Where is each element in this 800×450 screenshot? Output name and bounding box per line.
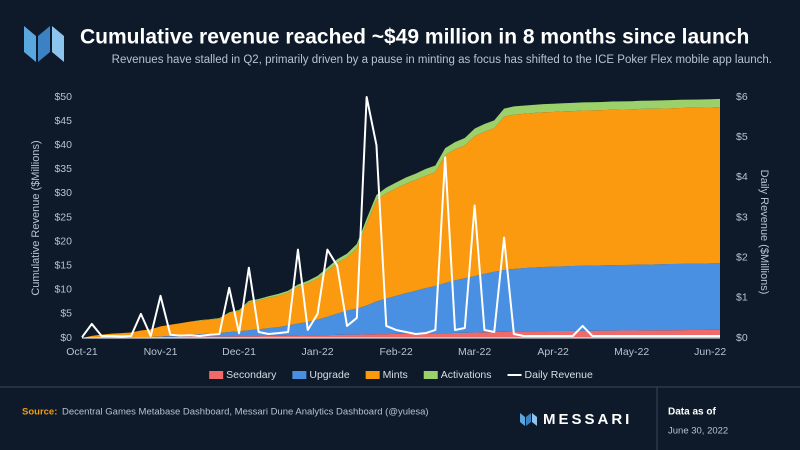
legend-item: Activations [423, 369, 492, 381]
y2-tick-label: $2 [736, 251, 748, 263]
x-tick-label: Nov-21 [144, 346, 178, 358]
legend-swatch [365, 371, 380, 379]
y-tick-label: $30 [54, 187, 72, 199]
x-tick-label: Apr-22 [537, 346, 569, 358]
brand-name: MESSARI [543, 411, 632, 428]
legend-label: Secondary [226, 369, 277, 381]
legend-swatch [423, 371, 438, 379]
area [82, 263, 720, 338]
legend-label: Upgrade [309, 369, 349, 381]
chart-subtitle: Revenues have stalled in Q2, primarily d… [112, 54, 772, 66]
data-as-of-date: June 30, 2022 [668, 426, 728, 437]
legend-label: Daily Revenue [525, 369, 593, 381]
y-tick-label: $10 [54, 284, 72, 296]
chart-title: Cumulative revenue reached ~$49 million … [80, 26, 749, 49]
legend-item: Mints [365, 369, 408, 381]
y2-tick-label: $5 [736, 131, 748, 143]
y-tick-label: $45 [54, 115, 72, 127]
legend-swatch [292, 371, 307, 379]
y-tick-label: $40 [54, 139, 72, 151]
logo [24, 26, 64, 62]
line [81, 96, 720, 338]
y-tick-label: $50 [54, 91, 72, 103]
y2-tick-label: $0 [736, 332, 748, 344]
legend-item: Upgrade [292, 369, 350, 381]
source-label: Source: [22, 407, 57, 418]
legend-swatch [209, 371, 224, 379]
data-as-of-label: Data as of [668, 407, 716, 418]
legend-label: Mints [383, 369, 408, 381]
x-tick-label: Jun-22 [694, 346, 726, 358]
y-tick-label: $5 [60, 308, 72, 320]
y-tick-label: $25 [54, 211, 72, 223]
legend-item: Secondary [209, 369, 277, 381]
brand-logo [520, 413, 537, 426]
y2-tick-label: $1 [736, 292, 748, 304]
x-tick-label: Dec-21 [222, 346, 256, 358]
y-axis-title: Cumulative Revenue ($Millions) [30, 140, 42, 295]
y-tick-label: $15 [54, 259, 72, 271]
y2-axis-title: Daily Revenue ($Millions) [758, 170, 770, 295]
y2-tick-label: $6 [736, 91, 748, 103]
y2-tick-label: $3 [736, 211, 748, 223]
legend-label: Activations [441, 369, 492, 381]
x-tick-label: Feb-22 [379, 346, 412, 358]
x-tick-label: Jan-22 [302, 346, 334, 358]
y-tick-label: $0 [60, 332, 72, 344]
y-tick-label: $20 [54, 235, 72, 247]
y2-tick-label: $4 [736, 171, 748, 183]
x-tick-label: Oct-21 [66, 346, 98, 358]
x-tick-label: Mar-22 [458, 346, 491, 358]
area [82, 107, 720, 338]
legend: Secondary Upgrade Mints Activations Daily Re… [209, 369, 593, 381]
x-tick-label: May-22 [614, 346, 649, 358]
legend-item: Daily Revenue [507, 369, 593, 381]
y-tick-label: $35 [54, 163, 72, 175]
source-text: Decentral Games Metabase Dashboard, Mess… [62, 407, 429, 418]
